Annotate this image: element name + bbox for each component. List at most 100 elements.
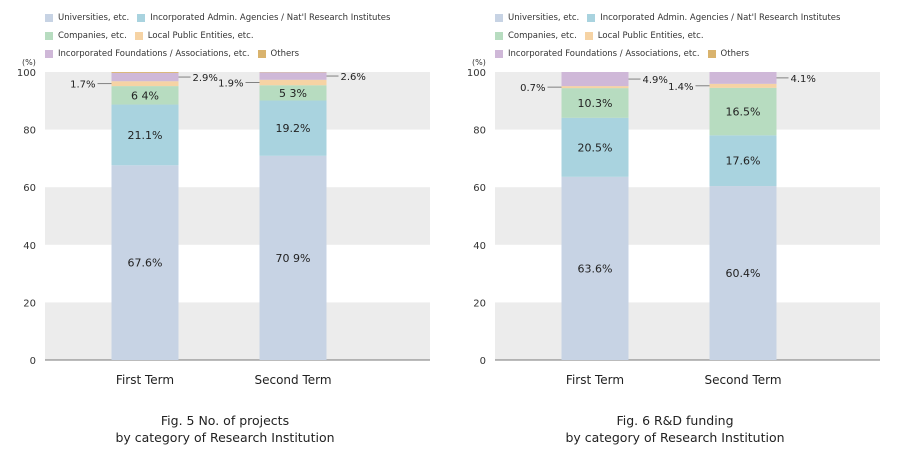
- chart-subtitle: by category of Research Institution: [565, 430, 785, 445]
- data-label-foundations: 2.9%: [193, 73, 218, 84]
- legend-label: Local Public Entities, etc.: [147, 31, 254, 41]
- data-label-foundations: 4.1%: [791, 74, 816, 85]
- bar-segment-local: [709, 83, 777, 88]
- data-label-universities: 70 9%: [276, 252, 311, 265]
- bar-segment-agencies: [111, 104, 179, 166]
- y-tick-label: 100: [467, 68, 486, 79]
- legend: Universities, etc. Incorporated Admin. Ag…: [45, 10, 445, 64]
- legend-item-local: Local Public Entities, etc.: [584, 28, 704, 44]
- chart-caption: Fig. 5 No. of projects by category of Re…: [0, 412, 450, 446]
- data-label-foundations: 2.6%: [341, 72, 366, 83]
- y-tick-label: 0: [480, 356, 486, 367]
- legend-label: Local Public Entities, etc.: [597, 31, 704, 41]
- chart-funding: Universities, etc. Incorporated Admin. Ag…: [450, 0, 900, 455]
- y-tick-label: 20: [23, 298, 36, 309]
- chart-title: Fig. 5 No. of projects: [160, 413, 290, 428]
- grid-band: [45, 187, 430, 245]
- y-tick-label: 60: [23, 183, 36, 194]
- grid-band: [495, 72, 880, 130]
- bar-segment-companies: [561, 88, 629, 118]
- data-label-foundations: 4.9%: [643, 75, 668, 86]
- legend-swatch-others: [707, 50, 716, 58]
- chart-caption: Fig. 6 R&D funding by category of Resear…: [450, 412, 900, 446]
- legend-label: Others: [720, 49, 750, 59]
- grid-band: [45, 72, 430, 130]
- x-category-label: Second Term: [254, 373, 331, 387]
- bar-segment-agencies: [709, 135, 777, 187]
- data-label-local: 1.4%: [668, 82, 693, 93]
- bar-segment-companies: [709, 87, 777, 136]
- legend-item-companies: Companies, etc.: [495, 28, 577, 44]
- y-tick-label: 40: [473, 241, 486, 252]
- data-label-companies: 16.5%: [726, 106, 761, 119]
- legend-label: Universities, etc.: [508, 13, 580, 23]
- bar-segment-foundations: [709, 72, 777, 84]
- chart-title: Fig. 6 R&D funding: [616, 413, 734, 428]
- x-category-label: First Term: [116, 373, 174, 387]
- bar-segment-foundations: [561, 72, 629, 87]
- legend-item-local: Local Public Entities, etc.: [134, 28, 254, 44]
- y-tick-label: 40: [23, 241, 36, 252]
- bar-segment-local: [561, 86, 629, 89]
- legend-swatch-agencies: [587, 14, 596, 22]
- bar-segment-local: [259, 79, 327, 86]
- chart-projects: Universities, etc. Incorporated Admin. Ag…: [0, 10, 450, 446]
- x-category-label: First Term: [566, 373, 624, 387]
- legend-item-agencies: Incorporated Admin. Agencies / Nat'l Res…: [137, 10, 390, 26]
- legend-swatch-companies: [495, 32, 503, 40]
- legend-label: Incorporated Foundations / Associations,…: [508, 49, 700, 59]
- bar-segment-universities: [259, 155, 327, 360]
- bar-segment-companies: [111, 86, 179, 105]
- grid-band: [495, 302, 880, 360]
- data-label-companies: 6 4%: [131, 89, 159, 102]
- legend-item-universities: Universities, etc.: [495, 10, 579, 26]
- legend-item-foundations: Incorporated Foundations / Associations,…: [495, 46, 700, 62]
- legend-swatch-others: [257, 50, 266, 58]
- data-label-agencies: 20.5%: [578, 141, 613, 154]
- legend-item-companies: Companies, etc.: [45, 28, 127, 44]
- legend-swatch-agencies: [137, 14, 146, 22]
- chart-subtitle: by category of Research Institution: [115, 430, 335, 445]
- legend-swatch-companies: [45, 32, 53, 40]
- data-label-local: 0.7%: [520, 83, 545, 94]
- grid-band: [495, 187, 880, 245]
- bar-segment-universities: [709, 186, 777, 360]
- bar-segment-local: [111, 81, 179, 87]
- y-axis-label: (%): [472, 58, 486, 67]
- data-label-local: 1.9%: [218, 79, 243, 90]
- data-label-agencies: 19.2%: [276, 122, 311, 135]
- data-label-local: 1.7%: [70, 80, 95, 91]
- bar-segment-foundations: [111, 72, 179, 82]
- bar-segment-agencies: [259, 100, 327, 156]
- bar-segment-foundations: [259, 72, 327, 80]
- y-axis-label: (%): [22, 58, 36, 67]
- legend-label: Incorporated Admin. Agencies / Nat'l Res…: [150, 13, 391, 23]
- legend-label: Incorporated Admin. Agencies / Nat'l Res…: [600, 13, 841, 23]
- grid-band: [45, 302, 430, 360]
- bar-segment-companies: [259, 85, 327, 101]
- bar-segment-universities: [561, 176, 629, 360]
- bar-segment-others: [111, 72, 179, 73]
- x-category-label: Second Term: [704, 373, 781, 387]
- y-tick-label: 0: [30, 356, 36, 367]
- legend: Universities, etc. Incorporated Admin. Ag…: [495, 10, 895, 64]
- y-tick-label: 80: [23, 126, 36, 137]
- legend-item-agencies: Incorporated Admin. Agencies / Nat'l Res…: [587, 10, 840, 26]
- legend-item-others: Others: [707, 46, 750, 62]
- legend-label: Universities, etc.: [58, 13, 130, 23]
- legend-label: Companies, etc.: [58, 31, 127, 41]
- legend-label: Others: [270, 49, 300, 59]
- y-tick-label: 20: [473, 298, 486, 309]
- legend-label: Companies, etc.: [508, 31, 577, 41]
- legend-swatch-local: [584, 32, 593, 40]
- legend-swatch-universities: [45, 14, 53, 22]
- chart-plot-projects: 0 20 40 60 80 100(%) 67.6% 21.1% 6 4% 1.7% 2.9% Fir…: [17, 58, 430, 387]
- data-label-companies: 5 3%: [279, 87, 307, 100]
- bar-segment-universities: [111, 165, 179, 360]
- data-label-universities: 60.4%: [726, 267, 761, 280]
- bar-segment-agencies: [561, 117, 629, 177]
- data-label-universities: 63.6%: [578, 262, 613, 275]
- y-tick-label: 60: [473, 183, 486, 194]
- legend-swatch-local: [134, 32, 143, 40]
